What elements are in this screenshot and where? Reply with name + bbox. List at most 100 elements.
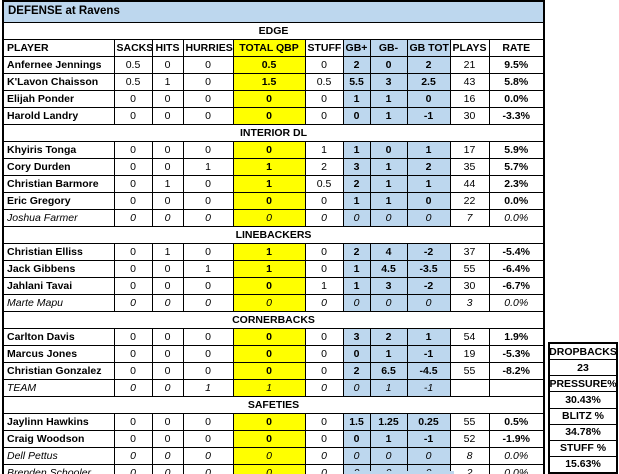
stat-plays[interactable]: 44 <box>449 175 490 193</box>
section-title[interactable]: INTERIOR DL <box>2 124 545 142</box>
stat-hurries[interactable]: 0 <box>182 209 234 227</box>
stat-total-qbp[interactable]: 0 <box>232 328 306 346</box>
player-name[interactable]: Elijah Ponder <box>2 90 115 108</box>
stat-sacks[interactable]: 0 <box>113 192 153 210</box>
stat-hits[interactable]: 0 <box>151 90 184 108</box>
stat-plays[interactable]: 2 <box>449 464 490 474</box>
stat-hurries[interactable]: 1 <box>182 260 234 278</box>
stat-total-qbp[interactable]: 0 <box>232 413 306 431</box>
stat-total-qbp[interactable]: 1 <box>232 158 306 176</box>
stat-total-qbp[interactable]: 0 <box>232 209 306 227</box>
stat-rate[interactable]: 1.9% <box>488 328 545 346</box>
stat-gb-minus[interactable]: 1 <box>369 379 408 397</box>
stat-hits[interactable]: 1 <box>151 243 184 261</box>
stat-sacks[interactable]: 0 <box>113 379 153 397</box>
stat-gb-tot[interactable]: -4.5 <box>406 362 451 380</box>
stuff-pct-label[interactable]: STUFF % <box>550 440 616 456</box>
stat-gb-minus[interactable]: 0 <box>369 447 408 465</box>
stat-gb-plus[interactable]: 3 <box>342 158 371 176</box>
stat-hits[interactable]: 0 <box>151 56 184 74</box>
stat-hurries[interactable]: 0 <box>182 107 234 125</box>
player-name[interactable]: Khyiris Tonga <box>2 141 115 159</box>
stat-gb-plus[interactable]: 0 <box>342 430 371 448</box>
stat-gb-plus[interactable]: 2 <box>342 175 371 193</box>
column-header-player[interactable]: PLAYER <box>2 39 115 57</box>
stat-hits[interactable]: 0 <box>151 430 184 448</box>
dropbacks-label[interactable]: DROPBACKS <box>550 344 616 360</box>
stat-gb-plus[interactable]: 0 <box>342 107 371 125</box>
stat-gb-minus[interactable]: 1 <box>369 90 408 108</box>
stat-hits[interactable]: 0 <box>151 345 184 363</box>
dropbacks-value[interactable]: 23 <box>550 360 616 376</box>
stat-gb-minus[interactable]: 0 <box>369 141 408 159</box>
stat-plays[interactable]: 43 <box>449 73 490 91</box>
stat-hits[interactable]: 0 <box>151 379 184 397</box>
player-name[interactable]: Harold Landry <box>2 107 115 125</box>
stat-gb-plus[interactable]: 2 <box>342 243 371 261</box>
stat-total-qbp[interactable]: 0.5 <box>232 56 306 74</box>
stat-total-qbp[interactable]: 0 <box>232 192 306 210</box>
stat-stuff[interactable]: 0 <box>304 430 344 448</box>
stat-total-qbp[interactable]: 1 <box>232 379 306 397</box>
stat-plays[interactable]: 55 <box>449 260 490 278</box>
stat-rate[interactable]: -8.2% <box>488 362 545 380</box>
stat-stuff[interactable]: 1 <box>304 277 344 295</box>
stat-plays[interactable]: 55 <box>449 413 490 431</box>
column-header-gb-tot[interactable]: GB TOT <box>406 39 451 57</box>
stat-sacks[interactable]: 0 <box>113 209 153 227</box>
stat-total-qbp[interactable]: 1.5 <box>232 73 306 91</box>
stat-hurries[interactable]: 0 <box>182 328 234 346</box>
player-name[interactable]: TEAM <box>2 379 115 397</box>
player-name[interactable]: Cory Durden <box>2 158 115 176</box>
stat-rate[interactable]: 0.0% <box>488 192 545 210</box>
stat-rate[interactable]: 0.0% <box>488 294 545 312</box>
stat-gb-minus[interactable]: 4 <box>369 243 408 261</box>
column-header-rate[interactable]: RATE <box>488 39 545 57</box>
column-header-hurries[interactable]: HURRIES <box>182 39 234 57</box>
stat-rate[interactable]: 0.5% <box>488 413 545 431</box>
stat-plays[interactable]: 22 <box>449 192 490 210</box>
stat-gb-tot[interactable]: -3.5 <box>406 260 451 278</box>
stat-stuff[interactable]: 0 <box>304 447 344 465</box>
section-title[interactable]: LINEBACKERS <box>2 226 545 244</box>
stat-plays[interactable]: 8 <box>449 447 490 465</box>
stat-gb-plus[interactable]: 2 <box>342 56 371 74</box>
stat-gb-plus[interactable]: 3 <box>342 328 371 346</box>
sheet-title[interactable]: DEFENSE at Ravens <box>2 0 545 23</box>
column-header-gb-minus[interactable]: GB- <box>369 39 408 57</box>
stat-rate[interactable]: -5.3% <box>488 345 545 363</box>
stat-plays[interactable]: 3 <box>449 294 490 312</box>
stat-gb-tot[interactable]: 0 <box>406 294 451 312</box>
column-header-plays[interactable]: PLAYS <box>449 39 490 57</box>
player-name[interactable]: Jahlani Tavai <box>2 277 115 295</box>
stat-hurries[interactable]: 0 <box>182 192 234 210</box>
stat-total-qbp[interactable]: 0 <box>232 90 306 108</box>
stat-gb-plus[interactable]: 1 <box>342 192 371 210</box>
stat-rate[interactable]: 0.0% <box>488 447 545 465</box>
stat-total-qbp[interactable]: 0 <box>232 294 306 312</box>
stat-sacks[interactable]: 0 <box>113 362 153 380</box>
player-name[interactable]: Anfernee Jennings <box>2 56 115 74</box>
player-name[interactable]: Brenden Schooler <box>2 464 115 474</box>
stat-rate[interactable]: 5.9% <box>488 141 545 159</box>
section-title[interactable]: CORNERBACKS <box>2 311 545 329</box>
stat-stuff[interactable]: 1 <box>304 141 344 159</box>
stat-gb-plus[interactable]: 0 <box>342 294 371 312</box>
stat-plays[interactable]: 21 <box>449 56 490 74</box>
stat-sacks[interactable]: 0 <box>113 294 153 312</box>
stat-gb-plus[interactable]: 0 <box>342 209 371 227</box>
stat-hurries[interactable]: 0 <box>182 56 234 74</box>
stat-gb-tot[interactable]: -1 <box>406 107 451 125</box>
stat-hits[interactable]: 0 <box>151 158 184 176</box>
section-title[interactable]: EDGE <box>2 22 545 40</box>
stat-hits[interactable]: 0 <box>151 328 184 346</box>
stat-gb-plus[interactable]: 1 <box>342 90 371 108</box>
stat-hurries[interactable]: 0 <box>182 413 234 431</box>
stat-hits[interactable]: 0 <box>151 141 184 159</box>
stat-rate[interactable]: -1.9% <box>488 430 545 448</box>
stat-sacks[interactable]: 0 <box>113 430 153 448</box>
stat-gb-minus[interactable]: 1 <box>369 192 408 210</box>
column-header-gb-plus[interactable]: GB+ <box>342 39 371 57</box>
stat-stuff[interactable]: 0 <box>304 56 344 74</box>
stat-total-qbp[interactable]: 0 <box>232 277 306 295</box>
